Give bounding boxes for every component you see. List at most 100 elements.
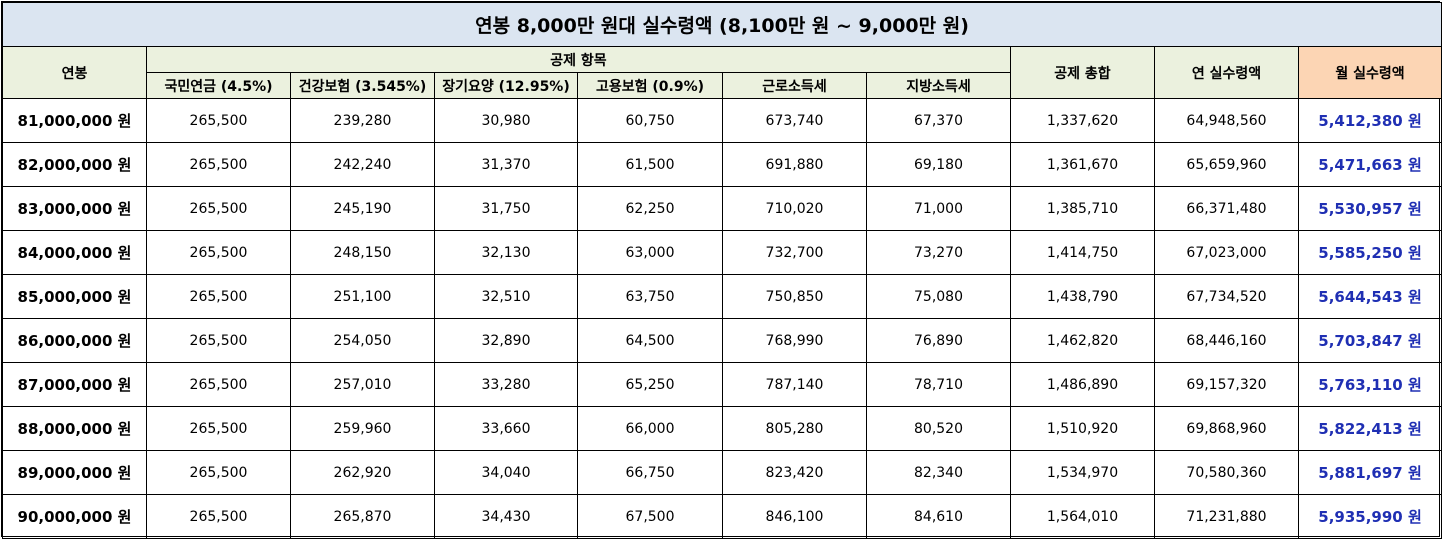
cell-annual-net: 71,231,880: [1154, 494, 1299, 539]
cell-employment: 66,750: [577, 450, 723, 495]
cell-monthly-net: 5,585,250 원: [1297, 230, 1442, 275]
cell-pension: 265,500: [146, 274, 291, 319]
table-row: 89,000,000 원 265,500 262,920 34,040 66,750 82…: [2, 450, 1442, 495]
cell-local-tax: 69,180: [866, 142, 1011, 187]
cell-health: 265,870: [290, 494, 435, 539]
cell-health: 259,960: [290, 406, 435, 451]
cell-monthly-net: 5,881,697 원: [1297, 450, 1442, 495]
table-row: 90,000,000 원 265,500 265,870 34,430 67,500 84…: [2, 494, 1442, 539]
cell-monthly-net: 5,935,990 원: [1297, 494, 1442, 539]
cell-salary: 86,000,000 원: [2, 318, 147, 363]
cell-longterm-care: 31,750: [434, 186, 578, 231]
cell-income-tax: 823,420: [722, 450, 867, 495]
cell-health: 239,280: [290, 98, 435, 143]
table-row: 87,000,000 원 265,500 257,010 33,280 65,250 78…: [2, 362, 1442, 407]
cell-employment: 66,000: [577, 406, 723, 451]
cell-health: 262,920: [290, 450, 435, 495]
cell-pension: 265,500: [146, 98, 291, 143]
cell-local-tax: 75,080: [866, 274, 1011, 319]
cell-longterm-care: 33,280: [434, 362, 578, 407]
cell-salary: 81,000,000 원: [2, 98, 147, 143]
cell-employment: 63,750: [577, 274, 723, 319]
cell-longterm-care: 32,130: [434, 230, 578, 275]
cell-income-tax: 846,100: [722, 494, 867, 539]
cell-monthly-net: 5,471,663 원: [1297, 142, 1442, 187]
cell-salary: 90,000,000 원: [2, 494, 147, 539]
cell-local-tax: 78,710: [866, 362, 1011, 407]
cell-income-tax: 768,990: [722, 318, 867, 363]
cell-pension: 265,500: [146, 406, 291, 451]
cell-local-tax: 76,890: [866, 318, 1011, 363]
cell-income-tax: 710,020: [722, 186, 867, 231]
cell-pension: 265,500: [146, 142, 291, 187]
cell-health: 248,150: [290, 230, 435, 275]
header-annual-net: 연 실수령액: [1154, 46, 1299, 99]
cell-longterm-care: 32,510: [434, 274, 578, 319]
cell-longterm-care: 33,660: [434, 406, 578, 451]
cell-employment: 67,500: [577, 494, 723, 539]
cell-annual-net: 67,734,520: [1154, 274, 1299, 319]
header-employment: 고용보험 (0.9%): [577, 72, 723, 99]
cell-total-deduction: 1,385,710: [1010, 186, 1155, 231]
cell-pension: 265,500: [146, 186, 291, 231]
cell-local-tax: 73,270: [866, 230, 1011, 275]
cell-employment: 63,000: [577, 230, 723, 275]
cell-income-tax: 732,700: [722, 230, 867, 275]
table-row: 85,000,000 원 265,500 251,100 32,510 63,750 75…: [2, 274, 1442, 319]
cell-annual-net: 70,580,360: [1154, 450, 1299, 495]
cell-local-tax: 67,370: [866, 98, 1011, 143]
cell-monthly-net: 5,763,110 원: [1297, 362, 1442, 407]
header-local-tax: 지방소득세: [866, 72, 1011, 99]
cell-local-tax: 82,340: [866, 450, 1011, 495]
cell-total-deduction: 1,534,970: [1010, 450, 1155, 495]
cell-monthly-net: 5,644,543 원: [1297, 274, 1442, 319]
cell-monthly-net: 5,703,847 원: [1297, 318, 1442, 363]
cell-monthly-net: 5,822,413 원: [1297, 406, 1442, 451]
cell-income-tax: 673,740: [722, 98, 867, 143]
cell-annual-net: 65,659,960: [1154, 142, 1299, 187]
cell-local-tax: 80,520: [866, 406, 1011, 451]
cell-income-tax: 787,140: [722, 362, 867, 407]
cell-annual-net: 69,157,320: [1154, 362, 1299, 407]
cell-annual-net: 69,868,960: [1154, 406, 1299, 451]
cell-income-tax: 750,850: [722, 274, 867, 319]
table-title: 연봉 8,000만 원대 실수령액 (8,100만 원 ~ 9,000만 원): [1, 2, 1442, 47]
cell-employment: 61,500: [577, 142, 723, 187]
header-monthly-net: 월 실수령액: [1297, 46, 1442, 99]
cell-salary: 89,000,000 원: [2, 450, 147, 495]
cell-pension: 265,500: [146, 362, 291, 407]
cell-total-deduction: 1,438,790: [1010, 274, 1155, 319]
cell-pension: 265,500: [146, 318, 291, 363]
cell-longterm-care: 34,040: [434, 450, 578, 495]
cell-salary: 84,000,000 원: [2, 230, 147, 275]
cell-annual-net: 66,371,480: [1154, 186, 1299, 231]
cell-salary: 85,000,000 원: [2, 274, 147, 319]
cell-annual-net: 68,446,160: [1154, 318, 1299, 363]
header-deductions-group: 공제 항목: [146, 46, 1011, 73]
cell-health: 245,190: [290, 186, 435, 231]
cell-longterm-care: 31,370: [434, 142, 578, 187]
cell-employment: 65,250: [577, 362, 723, 407]
cell-health: 257,010: [290, 362, 435, 407]
table-row: 88,000,000 원 265,500 259,960 33,660 66,000 80…: [2, 406, 1442, 451]
header-longterm-care: 장기요양 (12.95%): [434, 72, 578, 99]
cell-total-deduction: 1,414,750: [1010, 230, 1155, 275]
cell-local-tax: 71,000: [866, 186, 1011, 231]
cell-employment: 64,500: [577, 318, 723, 363]
cell-employment: 60,750: [577, 98, 723, 143]
cell-salary: 88,000,000 원: [2, 406, 147, 451]
cell-longterm-care: 34,430: [434, 494, 578, 539]
table-row: 81,000,000 원 265,500 239,280 30,980 60,750 67…: [2, 98, 1442, 143]
cell-total-deduction: 1,361,670: [1010, 142, 1155, 187]
header-total-deduction: 공제 총합: [1010, 46, 1155, 99]
cell-pension: 265,500: [146, 494, 291, 539]
table-row: 82,000,000 원 265,500 242,240 31,370 61,500 69…: [2, 142, 1442, 187]
cell-health: 242,240: [290, 142, 435, 187]
cell-total-deduction: 1,486,890: [1010, 362, 1155, 407]
table-row: 83,000,000 원 265,500 245,190 31,750 62,250 71…: [2, 186, 1442, 231]
cell-annual-net: 64,948,560: [1154, 98, 1299, 143]
cell-monthly-net: 5,412,380 원: [1297, 98, 1442, 143]
cell-income-tax: 691,880: [722, 142, 867, 187]
cell-total-deduction: 1,510,920: [1010, 406, 1155, 451]
header-salary: 연봉: [2, 46, 147, 99]
